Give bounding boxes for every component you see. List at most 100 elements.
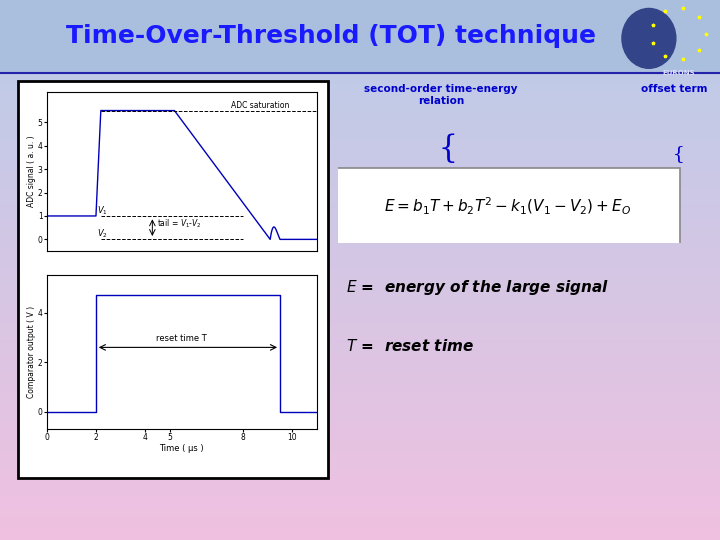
- Bar: [0, 240, 720, 243]
- Bar: [0, 302, 720, 305]
- Bar: [0, 502, 720, 505]
- Bar: [0, 526, 720, 529]
- Bar: [0, 235, 720, 238]
- Bar: [0, 405, 720, 408]
- Bar: [0, 402, 720, 405]
- Bar: [0, 97, 720, 100]
- Bar: [0, 354, 720, 356]
- Bar: [0, 270, 720, 273]
- Bar: [0, 267, 720, 270]
- Bar: [0, 335, 720, 338]
- Bar: [0, 275, 720, 278]
- Text: }: }: [668, 144, 680, 162]
- Bar: [0, 0, 720, 3]
- Bar: [0, 146, 720, 148]
- Text: ADC saturation: ADC saturation: [231, 101, 289, 110]
- Bar: [0, 364, 720, 367]
- Bar: [0, 122, 720, 124]
- Bar: [0, 8, 720, 11]
- Bar: [0, 259, 720, 262]
- Bar: [0, 451, 720, 454]
- Bar: [0, 427, 720, 429]
- Bar: [0, 359, 720, 362]
- Bar: [0, 200, 720, 202]
- Bar: [0, 321, 720, 324]
- Bar: [0, 529, 720, 532]
- Y-axis label: Comparator output ( V ): Comparator output ( V ): [27, 306, 37, 399]
- Bar: [0, 148, 720, 151]
- Bar: [0, 189, 720, 192]
- Bar: [0, 464, 720, 467]
- Bar: [0, 297, 720, 300]
- Bar: [0, 284, 720, 286]
- Bar: [0, 202, 720, 205]
- Bar: [0, 246, 720, 248]
- Text: second-order time-energy
relation: second-order time-energy relation: [364, 84, 518, 106]
- Bar: [0, 327, 720, 329]
- Bar: [0, 132, 720, 135]
- Text: $\mathit{E}$ =  energy of the large signal: $\mathit{E}$ = energy of the large signa…: [346, 278, 609, 297]
- Bar: [0, 143, 720, 146]
- Bar: [0, 105, 720, 108]
- Bar: [0, 78, 720, 81]
- Bar: [0, 81, 720, 84]
- Bar: [0, 262, 720, 265]
- Bar: [0, 16, 720, 19]
- Bar: [0, 310, 720, 313]
- X-axis label: Time ( μs ): Time ( μs ): [160, 444, 204, 453]
- Bar: [0, 157, 720, 159]
- Bar: [0, 324, 720, 327]
- Bar: [0, 73, 720, 76]
- Bar: [0, 467, 720, 470]
- Bar: [0, 208, 720, 211]
- Bar: [0, 178, 720, 181]
- Bar: [0, 440, 720, 443]
- Bar: [0, 481, 720, 483]
- Bar: [0, 497, 720, 500]
- Bar: [0, 119, 720, 122]
- Bar: [0, 211, 720, 213]
- Bar: [0, 140, 720, 143]
- Bar: [0, 135, 720, 138]
- Bar: [0, 524, 720, 526]
- Bar: [0, 224, 720, 227]
- Bar: [0, 43, 720, 46]
- Bar: [0, 332, 720, 335]
- Text: $V_1$: $V_1$: [97, 205, 108, 217]
- Bar: [0, 243, 720, 246]
- Bar: [0, 86, 720, 89]
- Bar: [0, 486, 720, 489]
- Bar: [0, 454, 720, 456]
- Bar: [0, 475, 720, 478]
- Bar: [0, 432, 720, 435]
- Y-axis label: ADC signal ( a. u. ): ADC signal ( a. u. ): [27, 136, 37, 207]
- Bar: [0, 94, 720, 97]
- Bar: [0, 265, 720, 267]
- Bar: [0, 5, 720, 8]
- Bar: [0, 513, 720, 516]
- Bar: [0, 397, 720, 400]
- Bar: [0, 367, 720, 370]
- Bar: [0, 154, 720, 157]
- Bar: [0, 300, 720, 302]
- Text: reset time T: reset time T: [156, 334, 207, 343]
- Bar: [0, 516, 720, 518]
- Bar: [0, 362, 720, 364]
- Bar: [0, 116, 720, 119]
- Bar: [0, 151, 720, 154]
- Text: $E = b_1 T + b_2 T^2 - k_1\left(V_1 - V_2\right) + E_O$: $E = b_1 T + b_2 T^2 - k_1\left(V_1 - V_…: [384, 196, 631, 217]
- Bar: [0, 375, 720, 378]
- Bar: [0, 170, 720, 173]
- Text: tail = $V_1$-$V_2$: tail = $V_1$-$V_2$: [157, 218, 202, 230]
- Bar: [0, 14, 720, 16]
- Bar: [0, 254, 720, 256]
- Bar: [0, 111, 720, 113]
- Bar: [0, 232, 720, 235]
- Bar: [0, 32, 720, 35]
- Bar: [0, 213, 720, 216]
- Bar: [0, 248, 720, 251]
- Text: EURONS: EURONS: [662, 70, 695, 76]
- Bar: [0, 373, 720, 375]
- Bar: [0, 100, 720, 103]
- Bar: [0, 62, 720, 65]
